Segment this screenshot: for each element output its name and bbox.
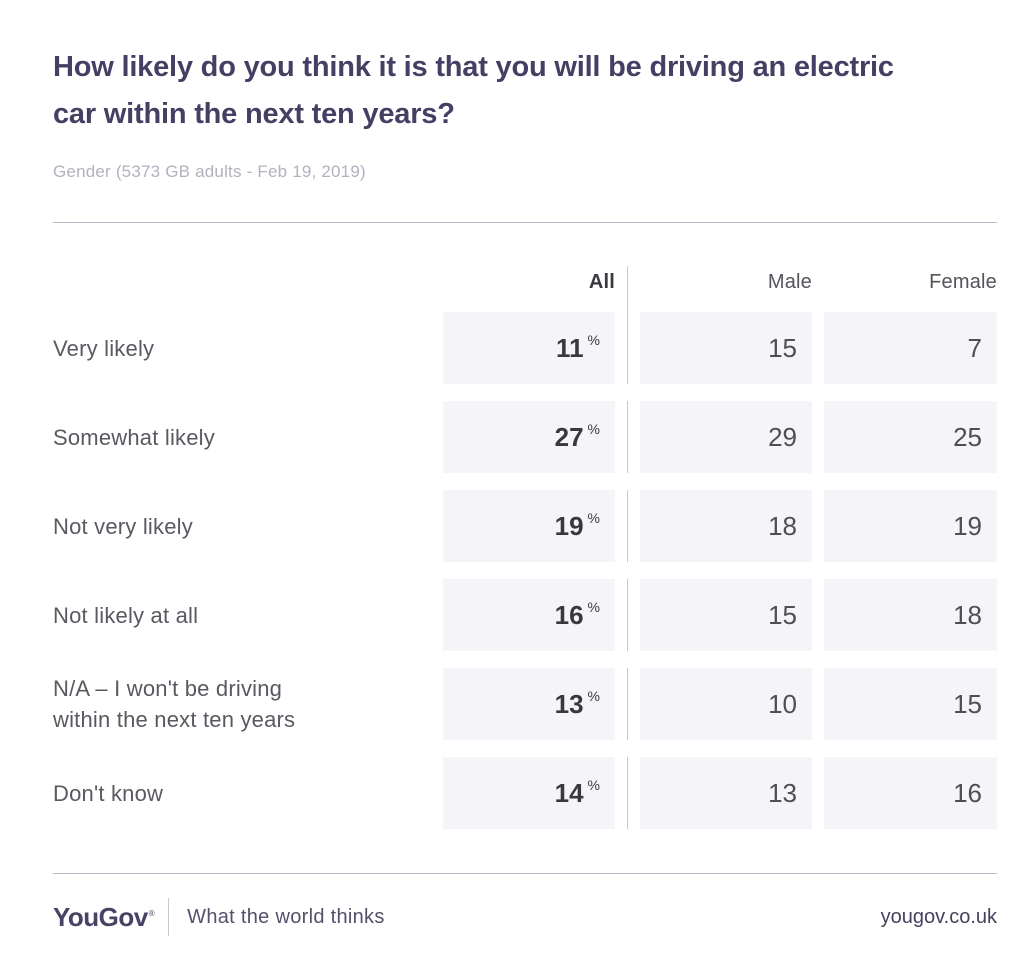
table-row: Don't know 14% 13 16 <box>53 757 997 829</box>
column-divider <box>615 579 640 651</box>
value-all: 27 <box>554 421 584 452</box>
percent-sign: % <box>587 421 600 437</box>
column-divider <box>615 312 640 384</box>
table-row: Somewhat likely 27% 29 25 <box>53 401 997 473</box>
page-title: How likely do you think it is that you w… <box>53 51 894 130</box>
column-gap <box>812 668 824 740</box>
cell-female: 18 <box>824 579 997 651</box>
footer-tagline: What the world thinks <box>187 905 385 928</box>
cell-female: 25 <box>824 401 997 473</box>
value-all: 11 <box>556 332 584 363</box>
column-divider-line <box>627 312 628 384</box>
value-all: 19 <box>554 510 584 541</box>
footer-website: yougov.co.uk <box>880 905 997 928</box>
table-body: Very likely 11% 15 7 Somewhat likely 27%… <box>53 312 997 829</box>
page-subtitle: Gender (5373 GB adults - Feb 19, 2019) <box>53 162 366 181</box>
footer: YouGov® What the world thinks yougov.co.… <box>53 897 997 937</box>
cell-female: 15 <box>824 668 997 740</box>
column-gap <box>812 312 824 384</box>
column-gap <box>812 401 824 473</box>
yougov-logo: YouGov® <box>53 901 155 933</box>
table-header-row: All Male Female <box>53 266 997 312</box>
value-all: 13 <box>554 688 584 719</box>
column-divider <box>615 490 640 562</box>
percent-sign: % <box>587 599 600 615</box>
table-row: N/A – I won't be driving within the next… <box>53 668 997 740</box>
table-row: Very likely 11% 15 7 <box>53 312 997 384</box>
percent-sign: % <box>587 510 600 526</box>
row-label: Not very likely <box>53 513 193 539</box>
cell-male: 15 <box>640 312 812 384</box>
column-divider-line <box>627 579 628 651</box>
row-label: N/A – I won't be driving within the next… <box>53 676 296 732</box>
cell-female: 7 <box>824 312 997 384</box>
percent-sign: % <box>587 688 600 704</box>
column-divider-line <box>627 668 628 740</box>
yougov-logo-text: YouGov <box>53 901 148 932</box>
cell-male: 13 <box>640 757 812 829</box>
column-gap <box>812 579 824 651</box>
percent-sign: % <box>587 777 600 793</box>
cell-all: 27% <box>443 401 615 473</box>
value-all: 16 <box>554 599 584 630</box>
results-table: All Male Female Very likely 11% 15 7 Som… <box>53 266 997 829</box>
bottom-divider <box>53 873 997 874</box>
footer-divider <box>168 898 170 936</box>
cell-all: 16% <box>443 579 615 651</box>
cell-male: 15 <box>640 579 812 651</box>
row-label: Don't know <box>53 780 164 806</box>
column-gap <box>812 490 824 562</box>
column-divider <box>615 401 640 473</box>
registered-mark-icon: ® <box>148 908 155 918</box>
column-divider-line <box>627 401 628 473</box>
cell-all: 11% <box>443 312 615 384</box>
cell-all: 19% <box>443 490 615 562</box>
cell-female: 19 <box>824 490 997 562</box>
row-label: Very likely <box>53 335 155 361</box>
cell-male: 29 <box>640 401 812 473</box>
header-spacer <box>53 266 443 312</box>
cell-female: 16 <box>824 757 997 829</box>
column-divider-line <box>627 757 628 829</box>
column-gap <box>812 757 824 829</box>
value-all: 14 <box>554 777 584 808</box>
table-row: Not likely at all 16% 15 18 <box>53 579 997 651</box>
column-divider <box>615 668 640 740</box>
column-gap <box>812 266 824 312</box>
cell-all: 13% <box>443 668 615 740</box>
percent-sign: % <box>587 332 600 348</box>
row-label: Somewhat likely <box>53 424 215 450</box>
column-header-male: Male <box>767 271 812 293</box>
cell-male: 18 <box>640 490 812 562</box>
cell-all: 14% <box>443 757 615 829</box>
row-label: Not likely at all <box>53 602 199 628</box>
cell-male: 10 <box>640 668 812 740</box>
column-divider <box>615 757 640 829</box>
column-divider-line <box>627 266 628 312</box>
column-divider <box>615 266 640 312</box>
column-header-female: Female <box>929 271 997 293</box>
table-row: Not very likely 19% 18 19 <box>53 490 997 562</box>
column-divider-line <box>627 490 628 562</box>
column-header-all: All <box>588 271 615 293</box>
top-divider <box>53 222 997 223</box>
